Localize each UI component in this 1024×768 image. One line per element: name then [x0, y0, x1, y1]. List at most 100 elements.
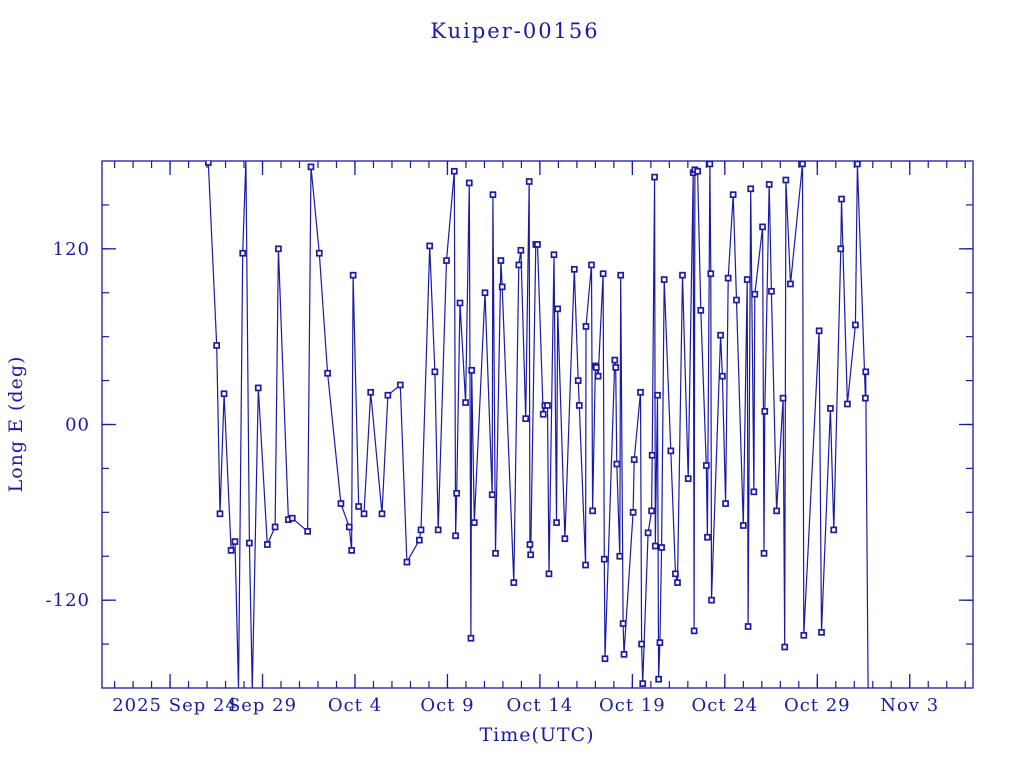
- data-point-marker: [544, 402, 551, 409]
- data-point-marker: [658, 544, 665, 551]
- data-point-marker: [417, 526, 425, 534]
- data-point-marker: [349, 271, 357, 279]
- data-point-marker: [231, 538, 239, 545]
- data-point-marker: [288, 514, 296, 522]
- data-point-marker: [768, 287, 775, 295]
- data-point-marker: [497, 257, 505, 264]
- longitude-series-line: [207, 161, 869, 688]
- data-point-marker: [751, 290, 759, 298]
- data-point-marker: [612, 364, 620, 371]
- data-point-marker: [589, 507, 596, 515]
- data-point-marker: [489, 191, 497, 199]
- data-point-marker: [773, 507, 780, 515]
- data-point-marker: [415, 536, 423, 544]
- data-point-marker: [679, 271, 686, 279]
- data-point-marker: [254, 384, 262, 392]
- data-point-marker: [702, 462, 710, 469]
- data-point-marker: [539, 410, 547, 418]
- data-point-marker: [815, 327, 823, 335]
- data-point-marker: [570, 265, 578, 273]
- data-point-marker: [213, 342, 221, 349]
- data-point-marker: [526, 541, 534, 548]
- x-tick-label: Oct 9: [420, 695, 474, 716]
- data-point-marker: [611, 356, 619, 364]
- data-point-marker: [574, 377, 582, 384]
- data-point-marker: [599, 270, 607, 278]
- x-tick-label: Oct 4: [328, 695, 382, 716]
- data-point-marker: [492, 549, 499, 557]
- data-point-marker: [462, 399, 469, 406]
- data-point-marker: [216, 510, 224, 518]
- data-point-marker: [498, 283, 506, 291]
- data-point-marker: [619, 620, 627, 627]
- data-point-marker: [630, 456, 638, 463]
- x-tick-label: Oct 14: [507, 695, 574, 716]
- data-point-marker: [708, 596, 715, 604]
- data-point-marker: [667, 447, 675, 455]
- data-point-marker: [594, 372, 602, 380]
- data-point-marker: [220, 390, 228, 398]
- data-point-marker: [510, 579, 518, 586]
- data-point-marker: [582, 561, 589, 569]
- data-point-marker: [304, 528, 311, 535]
- x-tick-label: Oct 29: [784, 695, 851, 716]
- data-point-marker: [613, 460, 621, 468]
- data-point-marker: [450, 167, 458, 175]
- data-point-marker: [367, 388, 375, 396]
- data-point-marker: [660, 276, 668, 283]
- x-tick-label: Oct 24: [691, 695, 758, 716]
- data-point-marker: [750, 488, 758, 496]
- data-point-marker: [837, 245, 845, 253]
- data-point-marker: [470, 519, 478, 526]
- data-point-marker: [522, 415, 530, 422]
- data-point-marker: [656, 639, 664, 646]
- data-point-marker: [629, 508, 637, 516]
- data-point-marker: [592, 364, 600, 371]
- data-point-marker: [722, 500, 729, 507]
- data-point-marker: [616, 552, 624, 560]
- data-point-marker: [655, 675, 662, 683]
- data-point-marker: [747, 185, 755, 193]
- x-tick-label: Oct 19: [599, 695, 666, 716]
- data-point-marker: [706, 161, 714, 168]
- data-point-marker: [553, 519, 560, 526]
- data-point-marker: [515, 261, 523, 269]
- data-point-marker: [827, 405, 834, 412]
- data-point-marker: [426, 242, 434, 250]
- data-point-marker: [844, 400, 851, 408]
- data-point-marker: [830, 526, 838, 534]
- x-tick-label: 2025 Sep 24: [112, 695, 238, 716]
- data-point-marker: [345, 523, 353, 531]
- data-point-marker: [468, 366, 476, 374]
- data-point-marker: [761, 407, 769, 415]
- data-point-marker: [525, 178, 533, 185]
- data-point-marker: [315, 249, 323, 257]
- data-point-marker: [534, 241, 541, 248]
- data-point-marker: [799, 161, 806, 168]
- data-point-marker: [733, 296, 740, 304]
- data-point-marker: [852, 321, 859, 329]
- x-axis-title: Time(UTC): [479, 724, 594, 746]
- data-point-marker: [337, 500, 345, 507]
- plot-title: Kuiper-00156: [430, 19, 599, 43]
- data-point-marker: [674, 579, 681, 586]
- data-point-marker: [862, 368, 870, 376]
- data-point-marker: [654, 391, 661, 399]
- data-point-marker: [779, 394, 787, 402]
- y-tick-label: 00: [65, 415, 90, 436]
- data-point-marker: [818, 629, 825, 636]
- data-point-marker: [348, 547, 355, 554]
- data-point-marker: [431, 368, 439, 376]
- x-tick-label: Sep 29: [228, 695, 297, 716]
- data-point-marker: [729, 191, 737, 199]
- data-point-marker: [724, 274, 732, 282]
- data-point-marker: [690, 627, 698, 635]
- data-point-marker: [637, 388, 644, 396]
- data-point-marker: [617, 271, 625, 279]
- data-point-marker: [527, 551, 535, 559]
- data-point-marker: [760, 549, 768, 557]
- data-point-marker: [481, 289, 489, 297]
- data-point-marker: [765, 181, 773, 188]
